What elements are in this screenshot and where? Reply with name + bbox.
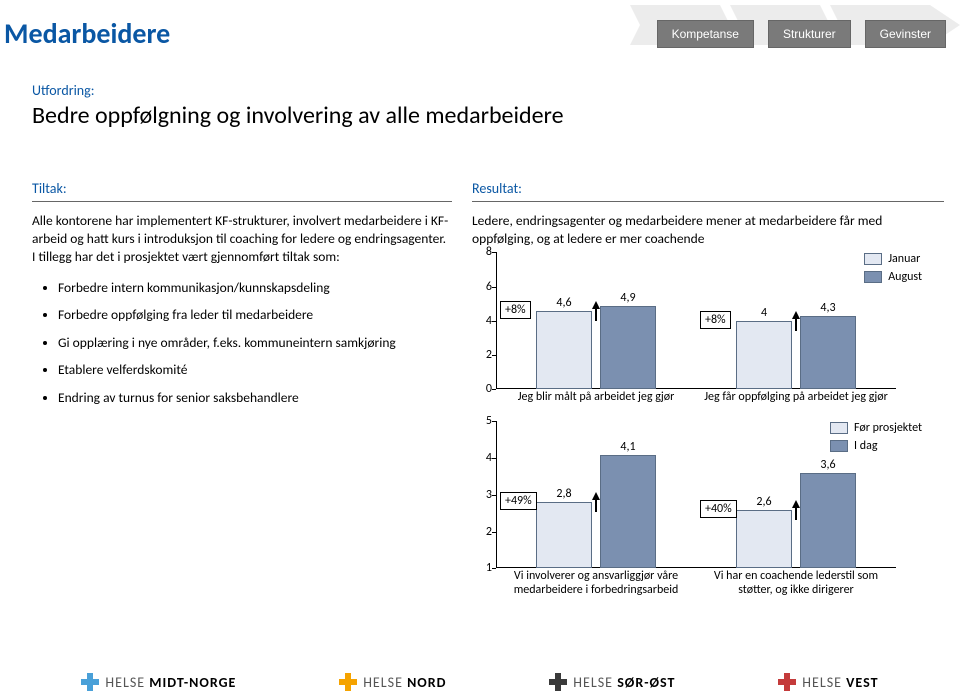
chart2-plot: 123452,84,1+49%Vi involverer og ansvarli… xyxy=(496,421,896,568)
logo-region: SØR-ØST xyxy=(617,674,675,691)
logo-region: VEST xyxy=(846,674,878,691)
chart1-plot: 024684,64,9+8%Jeg blir målt på arbeidet … xyxy=(496,252,896,389)
tiltak-list: Forbedre intern kommunikasjon/kunnskapsd… xyxy=(32,279,452,407)
tiltak-item: Endring av turnus for senior saksbehandl… xyxy=(58,389,452,407)
tiltak-item: Gi opplæring i nye områder, f.eks. kommu… xyxy=(58,334,452,352)
pct-change: +49% xyxy=(500,492,537,510)
btn-strukturer[interactable]: Strukturer xyxy=(768,20,851,48)
cross-icon xyxy=(339,673,357,691)
challenge-text: Bedre oppfølgning og involvering av alle… xyxy=(32,101,564,130)
x-category-label: Vi har en coachende lederstil som støtte… xyxy=(701,568,891,598)
tiltak-item: Forbedre oppfølging fra leder til medarb… xyxy=(58,306,452,324)
tiltak-item: Forbedre intern kommunikasjon/kunnskapsd… xyxy=(58,279,452,297)
bar-aug: 4,9 xyxy=(600,306,656,390)
tiltak-intro: Alle kontorene har implementert KF-struk… xyxy=(32,212,452,267)
x-category-label: Jeg blir målt på arbeidet jeg gjør xyxy=(501,389,691,405)
tiltak-item: Etablere velferdskomité xyxy=(58,361,452,379)
challenge-block: Utfordring: Bedre oppfølgning og involve… xyxy=(32,82,564,130)
divider xyxy=(472,201,944,202)
cross-icon xyxy=(549,673,567,691)
bar-aug: 4,1 xyxy=(600,455,656,569)
cross-icon xyxy=(778,673,796,691)
bar-jan: 2,6 xyxy=(736,510,792,569)
logo-sor-ost: HELSE SØR-ØST xyxy=(549,673,675,691)
challenge-label: Utfordring: xyxy=(32,82,564,99)
x-category-label: Jeg får oppfølging på arbeidet jeg gjør xyxy=(701,389,891,405)
btn-kompetanse[interactable]: Kompetanse xyxy=(657,20,754,48)
resultat-column: Resultat: Ledere, endringsagenter og med… xyxy=(472,180,944,596)
x-category-label: Vi involverer og ansvarliggjør våre meda… xyxy=(501,568,691,598)
page-title: Medarbeidere xyxy=(4,16,170,51)
tiltak-label: Tiltak: xyxy=(32,180,452,197)
logo-nord: HELSE NORD xyxy=(339,673,446,691)
logo-region: MIDT-NORGE xyxy=(149,674,236,691)
pct-change: +8% xyxy=(500,301,531,319)
header-buttons: Kompetanse Strukturer Gevinster xyxy=(657,20,946,48)
chart-2: Før prosjektet I dag 123452,84,1+49%Vi i… xyxy=(476,421,916,596)
pct-change: +40% xyxy=(700,500,737,518)
bar-aug: 4,3 xyxy=(800,316,856,390)
cross-icon xyxy=(81,673,99,691)
tiltak-column: Tiltak: Alle kontorene har implementert … xyxy=(32,180,452,596)
bar-jan: 2,8 xyxy=(536,502,592,568)
bar-aug: 3,6 xyxy=(800,473,856,569)
logo-region: NORD xyxy=(407,674,446,691)
bar-jan: 4 xyxy=(736,321,792,390)
logo-midt-norge: HELSE MIDT-NORGE xyxy=(81,673,236,691)
bar-jan: 4,6 xyxy=(536,311,592,390)
logo-vest: HELSE VEST xyxy=(778,673,878,691)
btn-gevinster[interactable]: Gevinster xyxy=(865,20,946,48)
resultat-label: Resultat: xyxy=(472,180,944,197)
footer-logos: HELSE MIDT-NORGE HELSE NORD HELSE SØR-ØS… xyxy=(0,673,960,691)
pct-change: +8% xyxy=(700,311,731,329)
divider xyxy=(32,201,452,202)
resultat-intro: Ledere, endringsagenter og medarbeidere … xyxy=(472,212,944,248)
chart-1: Januar August 024684,64,9+8%Jeg blir mål… xyxy=(476,252,916,417)
